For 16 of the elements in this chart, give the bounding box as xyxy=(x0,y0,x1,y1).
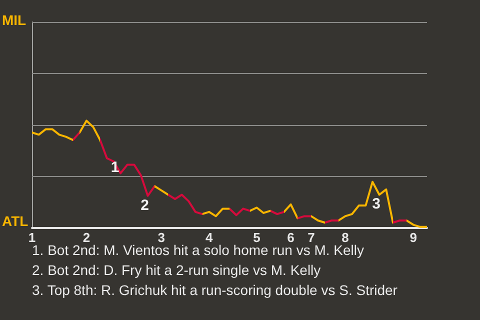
x-tick-label: 2 xyxy=(82,230,90,245)
x-tick-label: 7 xyxy=(308,230,315,245)
annotation: 2 xyxy=(140,196,149,214)
x-tick-label: 6 xyxy=(287,230,294,245)
text: 1. Bot 2nd: M. Vientos hit a solo home run vs M. Kelly xyxy=(32,242,364,258)
text: 3. Top 8th: R. Grichuk hit a run-scoring double vs S. Strider xyxy=(32,282,398,298)
x-tick-label: 5 xyxy=(253,230,260,245)
annotation: 3 xyxy=(372,196,380,213)
x-tick-label: 4 xyxy=(205,230,214,245)
text: ATL xyxy=(2,213,29,229)
text: 2. Bot 2nd: D. Fry hit a 2-run single vs M. Kelly xyxy=(32,262,321,278)
x-tick-label: 9 xyxy=(410,230,417,245)
x-tick-label: 1 xyxy=(28,230,36,245)
x-tick-label: 3 xyxy=(158,230,166,245)
x-tick-label: 8 xyxy=(342,230,349,245)
text: MIL xyxy=(2,12,27,28)
